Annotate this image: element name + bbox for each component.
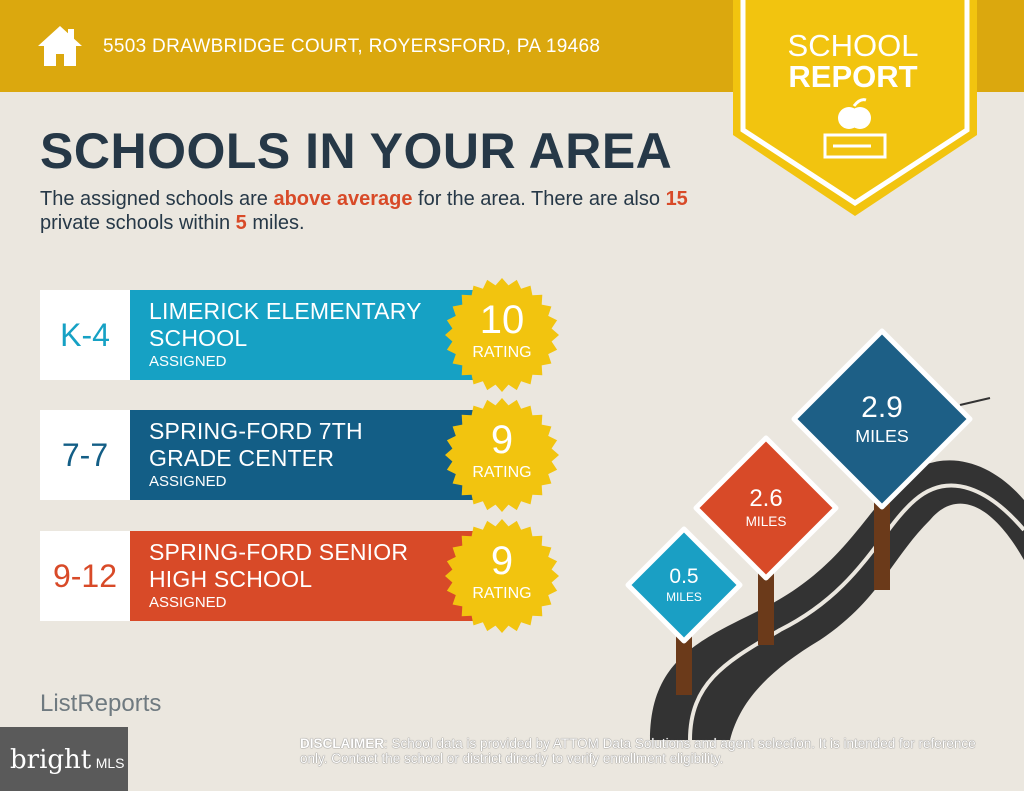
sign-value: 0.5 (669, 565, 698, 588)
sign-value: 2.9 (861, 391, 903, 424)
grade-range: 7-7 (40, 410, 130, 500)
rating: 9 RATING (472, 418, 532, 481)
listreports-logo: ListReports (40, 690, 162, 717)
home-icon (38, 26, 82, 66)
sign-unit: MILES (855, 426, 909, 446)
apple-books-icon (823, 98, 887, 159)
distance-sign: 2.6 MILES (693, 435, 839, 581)
sign-unit: MILES (746, 514, 787, 529)
rating: 9 RATING (472, 539, 532, 602)
school-status: ASSIGNED (149, 473, 227, 490)
property-address: 5503 DRAWBRIDGE COURT, ROYERSFORD, PA 19… (103, 36, 601, 57)
distance-sign: 2.9 MILES (791, 328, 973, 510)
page-title: SCHOOLS IN YOUR AREA (40, 123, 673, 179)
school-status: ASSIGNED (149, 594, 227, 611)
rating-badge (445, 278, 559, 392)
school-name: SPRING-FORD SENIOR HIGH SCHOOL (149, 539, 409, 592)
description: The assigned schools are above average f… (40, 188, 688, 234)
school-bar: SPRING-FORD SENIOR HIGH SCHOOL ASSIGNED (130, 531, 480, 621)
school-bar: LIMERICK ELEMENTARY SCHOOL ASSIGNED (130, 290, 480, 380)
school-status: ASSIGNED (149, 353, 227, 370)
road-signs-illustration: 0.5 MILES 2.6 MILES 2.9 MILES (625, 328, 1024, 740)
school-bar: SPRING-FORD 7TH GRADE CENTER ASSIGNED (130, 410, 480, 500)
rating-badge (445, 519, 559, 633)
grade-range: K-4 (40, 290, 130, 380)
school-row: 9-12 SPRING-FORD SENIOR HIGH SCHOOL ASSIGN… (40, 519, 560, 633)
sign-value: 2.6 (749, 485, 782, 512)
school-row: K-4 LIMERICK ELEMENTARY SCHOOL ASSIGNED 10… (40, 278, 560, 392)
rating-badge (445, 398, 559, 512)
school-row: 7-7 SPRING-FORD 7TH GRADE CENTER ASSIGNED … (40, 398, 560, 512)
sign-unit: MILES (666, 590, 702, 604)
rating: 10 RATING (472, 298, 532, 361)
road-line (688, 483, 1024, 740)
disclaimer: DISCLAIMER: School data is provided by A… (300, 736, 976, 766)
grade-range: 9-12 (40, 531, 130, 621)
badge-text: SCHOOL REPORT (787, 28, 919, 94)
bright-mls-logo: bright MLS (0, 727, 128, 791)
road (650, 460, 1024, 740)
school-name: SPRING-FORD 7TH GRADE CENTER (149, 418, 363, 471)
school-report-badge (733, 0, 977, 216)
school-name: LIMERICK ELEMENTARY SCHOOL (149, 298, 422, 351)
distance-sign: 0.5 MILES (625, 526, 743, 644)
